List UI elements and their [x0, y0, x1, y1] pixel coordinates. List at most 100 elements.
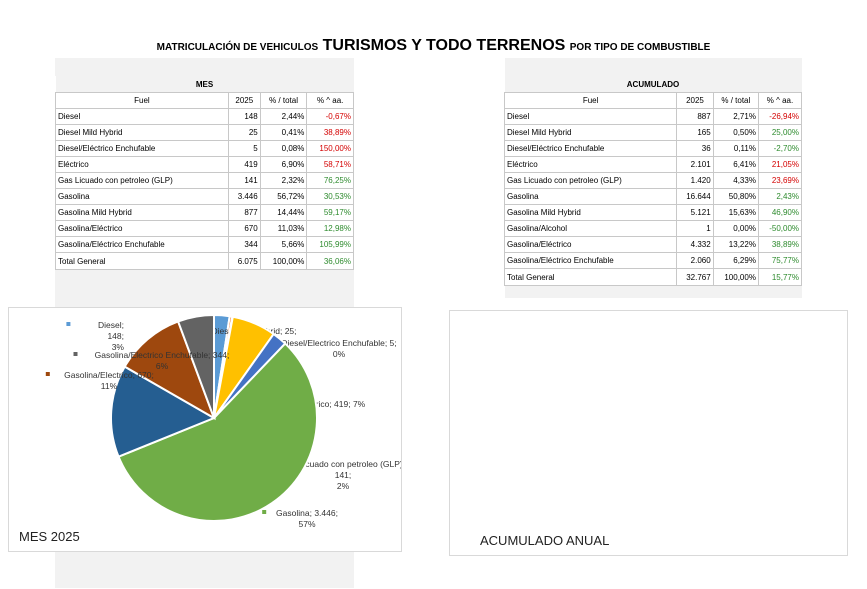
fuel-cell: Diesel/Eléctrico Enchufable — [55, 140, 229, 157]
acumulado-table: ACUMULADO Fuel 2025% / total% ^ aa. Diesel 8… — [503, 76, 803, 286]
pct-cell: 100,00% — [259, 252, 308, 270]
change-cell: 15,77% — [757, 268, 803, 286]
slice-label-3: Electrico; 419; 7% — [297, 399, 366, 409]
column-header: Fuel — [55, 92, 229, 109]
change-cell: -26,94% — [757, 108, 803, 125]
fuel-cell: Gas Licuado con petroleo (GLP) — [503, 172, 678, 189]
pct-cell: 2,71% — [712, 108, 759, 125]
value-cell: 1 — [676, 220, 714, 237]
change-cell: 75,77% — [757, 252, 803, 269]
slice-label-0: Diesel; 148; 3% — [98, 320, 124, 352]
pct-cell: 2,32% — [259, 172, 308, 189]
pct-cell: 56,72% — [259, 188, 308, 205]
fuel-cell: Gasolina Mild Hybrid — [503, 204, 678, 221]
pct-cell: 14,44% — [259, 204, 308, 221]
change-cell: -0,67% — [306, 108, 354, 125]
table-row: Gasolina/Eléctrico Enchufable 344 5,66% 105… — [55, 236, 354, 253]
value-cell: 670 — [227, 220, 261, 237]
fuel-cell: Gas Licuado con petroleo (GLP) — [55, 172, 229, 189]
fuel-cell: Gasolina/Alcohol — [503, 220, 678, 237]
column-header: Fuel — [503, 92, 678, 109]
change-cell: 12,98% — [306, 220, 354, 237]
pie-slice-6 — [110, 365, 217, 458]
change-cell: 76,25% — [306, 172, 354, 189]
fuel-cell: Gasolina — [503, 188, 678, 205]
fuel-cell: Gasolina/Eléctrico — [55, 220, 229, 237]
change-cell: 38,89% — [306, 124, 354, 141]
fuel-cell: Gasolina — [55, 188, 229, 205]
value-cell: 36 — [676, 140, 714, 157]
fuel-cell: Eléctrico — [503, 156, 678, 173]
slice-label-5: Gasolina; 3.446; 57% — [276, 508, 338, 529]
change-cell: 36,06% — [306, 252, 354, 270]
change-cell: 21,05% — [757, 156, 803, 173]
pct-cell: 6,90% — [259, 156, 308, 173]
table-row: Diesel Mild Hybrid 165 0,50% 25,00% — [503, 124, 803, 141]
change-cell: 105,99% — [306, 236, 354, 253]
pct-cell: 5,66% — [259, 236, 308, 253]
column-header: % / total — [712, 92, 759, 109]
pct-cell: 6,29% — [712, 252, 759, 269]
column-header: % / total — [259, 92, 308, 109]
table-caption: ACUMULADO — [504, 76, 802, 93]
title-prefix: MATRICULACIÓN DE VEHICULOS — [156, 42, 319, 53]
slice-legend-marker-8 — [73, 352, 78, 356]
slice-label-8: Gasolina/Electrico Enchufable; 344; 6% — [95, 350, 230, 371]
table-row: Gasolina/Alcohol 1 0,00% -50,00% — [503, 220, 803, 237]
table-caption: MES — [55, 76, 354, 93]
pct-cell: 0,00% — [712, 220, 759, 237]
pct-cell: 0,11% — [712, 140, 759, 157]
table-row: Diesel/Eléctrico Enchufable 5 0,08% 150,00% — [55, 140, 354, 157]
slice-legend-marker-0 — [66, 322, 71, 326]
value-cell: 5 — [227, 140, 261, 157]
fuel-cell: Total General — [55, 252, 229, 270]
value-cell: 877 — [227, 204, 261, 221]
table-row: Gasolina 16.644 50,80% 2,43% — [503, 188, 803, 205]
table-row: Gasolina 3.446 56,72% 30,53% — [55, 188, 354, 205]
value-cell: 141 — [227, 172, 261, 189]
pct-cell: 11,03% — [259, 220, 308, 237]
page-title: MATRICULACIÓN DE VEHICULOS TURISMOS Y TO… — [0, 37, 867, 55]
table-row: Gasolina Mild Hybrid 877 14,44% 59,17% — [55, 204, 354, 221]
fuel-cell: Gasolina/Eléctrico Enchufable — [503, 252, 678, 269]
pct-cell: 13,22% — [712, 236, 759, 253]
value-cell: 6.075 — [227, 252, 261, 270]
slice-label-2: Diesel/Electrico Enchufable; 5; 0% — [281, 338, 396, 359]
table-row: Gasolina/Eléctrico 4.332 13,22% 38,89% — [503, 236, 803, 253]
table-row: Gasolina/Eléctrico Enchufable 2.060 6,29% 7… — [503, 252, 803, 269]
value-cell: 344 — [227, 236, 261, 253]
change-cell: 23,69% — [757, 172, 803, 189]
mes-pie-chart: Diesel;148;3%Diesel Mild Hybrid; 25;0%Di… — [8, 307, 405, 552]
fuel-cell: Diesel Mild Hybrid — [503, 124, 678, 141]
change-cell: 150,00% — [306, 140, 354, 157]
mes-table: MES Fuel 2025% / total% ^ aa. Diesel 148 2,44… — [55, 76, 354, 270]
fuel-cell: Diesel — [503, 108, 678, 125]
pct-cell: 6,41% — [712, 156, 759, 173]
change-cell: 25,00% — [757, 124, 803, 141]
table-header-row: Fuel 2025% / total% ^ aa. — [55, 92, 354, 109]
value-cell: 887 — [676, 108, 714, 125]
value-cell: 3.446 — [227, 188, 261, 205]
value-cell: 1.420 — [676, 172, 714, 189]
value-cell: 165 — [676, 124, 714, 141]
slice-label-4: Gas Licuado con petroleo (GLP); 141; 2% — [281, 459, 401, 491]
pct-cell: 50,80% — [712, 188, 759, 205]
slice-legend-marker-7 — [45, 372, 50, 376]
table-row: Eléctrico 419 6,90% 58,71% — [55, 156, 354, 173]
fuel-cell: Total General — [503, 268, 678, 286]
acumulado-pie-svg: Diesel;887;3%Diesel Mild Hybrid; 165;0%D… — [450, 311, 847, 555]
value-cell: 4.332 — [676, 236, 714, 253]
pct-cell: 0,50% — [712, 124, 759, 141]
change-cell: -2,70% — [757, 140, 803, 157]
value-cell: 5.121 — [676, 204, 714, 221]
table-row: Diesel/Eléctrico Enchufable 36 0,11% -2,70% — [503, 140, 803, 157]
value-cell: 25 — [227, 124, 261, 141]
pct-cell: 0,41% — [259, 124, 308, 141]
pie-slice-5 — [117, 342, 318, 522]
column-header: 2025 — [227, 92, 261, 109]
change-cell: 59,17% — [306, 204, 354, 221]
table-row: Gas Licuado con petroleo (GLP) 141 2,32% 76… — [55, 172, 354, 189]
fuel-cell: Eléctrico — [55, 156, 229, 173]
pct-cell: 0,08% — [259, 140, 308, 157]
fuel-cell: Diesel Mild Hybrid — [55, 124, 229, 141]
